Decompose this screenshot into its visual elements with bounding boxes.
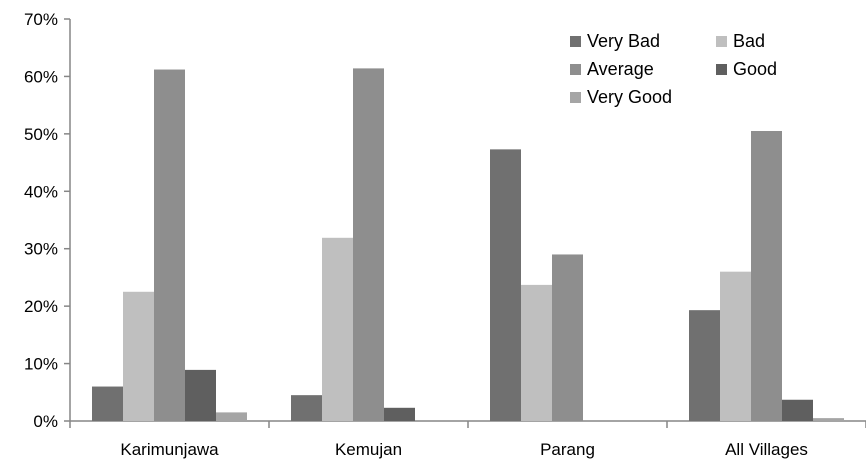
x-tick-label: All Villages xyxy=(725,440,808,459)
bar-very-bad-all-villages xyxy=(689,310,720,421)
bar-very-bad-kemujan xyxy=(291,395,322,421)
y-tick-label: 50% xyxy=(24,125,58,144)
x-tick-label: Kemujan xyxy=(335,440,402,459)
legend-label: Very Bad xyxy=(587,31,660,51)
y-axis: 0% 10% 20% 30% 40% 50% 60% 70% xyxy=(24,10,71,431)
legend: Very Bad Bad Average Good Very Good xyxy=(570,31,777,107)
legend-label: Average xyxy=(587,59,654,79)
legend-label: Very Good xyxy=(587,87,672,107)
y-tick-label: 10% xyxy=(24,355,58,374)
bar-bad-parang xyxy=(521,284,552,421)
legend-swatch xyxy=(716,64,727,75)
bar-good-kemujan xyxy=(384,407,415,421)
bar-average-parang xyxy=(552,254,583,421)
y-tick-label: 60% xyxy=(24,67,58,86)
y-tick-label: 70% xyxy=(24,10,58,29)
bar-bad-all-villages xyxy=(720,271,751,421)
bar-good-all-villages xyxy=(782,399,813,421)
x-tick-label: Karimunjawa xyxy=(120,440,219,459)
bar-very-good-all-villages xyxy=(813,418,844,421)
legend-swatch xyxy=(716,36,727,47)
x-tick-label: Parang xyxy=(540,440,595,459)
bar-bad-kemujan xyxy=(322,237,353,421)
y-tick-label: 30% xyxy=(24,240,58,259)
legend-label: Good xyxy=(733,59,777,79)
bar-very-bad-karimunjawa xyxy=(92,386,123,421)
bar-very-good-karimunjawa xyxy=(216,412,247,421)
legend-swatch xyxy=(570,64,581,75)
y-tick-label: 40% xyxy=(24,182,58,201)
bar-average-all-villages xyxy=(751,130,782,421)
legend-swatch xyxy=(570,92,581,103)
legend-swatch xyxy=(570,36,581,47)
x-axis: Karimunjawa Kemujan Parang All Villages xyxy=(69,420,866,459)
y-tick-label: 0% xyxy=(33,412,58,431)
bar-bad-karimunjawa xyxy=(123,291,154,421)
bars xyxy=(92,68,844,421)
bar-average-kemujan xyxy=(353,68,384,421)
y-tick-label: 20% xyxy=(24,297,58,316)
bar-average-karimunjawa xyxy=(154,69,185,421)
bar-very-bad-parang xyxy=(490,149,521,421)
legend-label: Bad xyxy=(733,31,765,51)
bar-good-karimunjawa xyxy=(185,369,216,421)
